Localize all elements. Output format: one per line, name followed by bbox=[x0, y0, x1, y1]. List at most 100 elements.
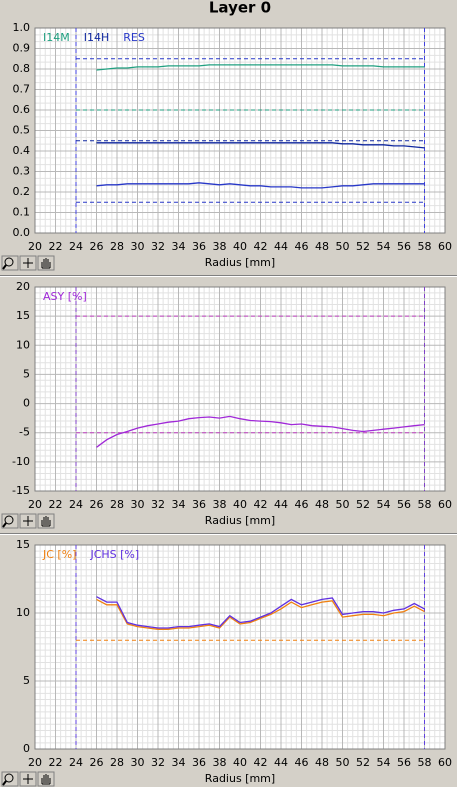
x-tick-label: 44 bbox=[274, 498, 288, 511]
y-tick-label: 0.9 bbox=[13, 42, 31, 55]
x-tick-label: 54 bbox=[377, 756, 391, 769]
x-tick-label: 56 bbox=[397, 498, 411, 511]
data-line bbox=[96, 598, 425, 630]
x-tick-label: 38 bbox=[213, 756, 227, 769]
x-tick-label: 22 bbox=[49, 240, 63, 253]
x-tick-label: 58 bbox=[418, 756, 432, 769]
x-tick-label: 50 bbox=[336, 498, 350, 511]
y-tick-label: 1.0 bbox=[13, 21, 31, 34]
x-tick-label: 26 bbox=[90, 240, 104, 253]
y-tick-label: 0 bbox=[23, 742, 30, 755]
x-tick-label: 40 bbox=[233, 756, 247, 769]
x-tick-label: 36 bbox=[192, 498, 206, 511]
x-tick-label: 22 bbox=[49, 756, 63, 769]
plot-border bbox=[34, 286, 446, 492]
x-tick-label: 34 bbox=[172, 756, 186, 769]
x-tick-label: 50 bbox=[336, 756, 350, 769]
plot-border bbox=[34, 544, 446, 750]
x-tick-label: 60 bbox=[438, 756, 452, 769]
x-tick-label: 22 bbox=[49, 498, 63, 511]
y-tick-label: 0.0 bbox=[13, 226, 31, 239]
x-tick-label: 34 bbox=[172, 240, 186, 253]
x-tick-label: 50 bbox=[336, 240, 350, 253]
zoom-button[interactable] bbox=[1, 255, 19, 271]
x-tick-label: 28 bbox=[110, 498, 124, 511]
x-tick-label: 56 bbox=[397, 240, 411, 253]
x-tick-label: 48 bbox=[315, 240, 329, 253]
x-tick-label: 24 bbox=[69, 498, 83, 511]
y-tick-label: 0.2 bbox=[13, 185, 31, 198]
data-line bbox=[96, 596, 425, 629]
icon bbox=[4, 515, 14, 525]
data-line bbox=[96, 142, 425, 149]
crosshair-button[interactable] bbox=[19, 513, 37, 529]
icon bbox=[2, 264, 7, 270]
x-tick-label: 30 bbox=[131, 498, 145, 511]
y-tick-label: 15 bbox=[16, 538, 30, 551]
y-tick-label: 0.3 bbox=[13, 165, 31, 178]
x-tick-label: 26 bbox=[90, 498, 104, 511]
window-title: Layer 0 bbox=[209, 0, 271, 17]
x-tick-label: 40 bbox=[233, 240, 247, 253]
x-tick-label: 40 bbox=[233, 498, 247, 511]
legend-label: I14H bbox=[84, 31, 110, 44]
x-tick-label: 46 bbox=[295, 240, 309, 253]
x-tick-label: 28 bbox=[110, 756, 124, 769]
crosshair-button[interactable] bbox=[19, 255, 37, 271]
icon bbox=[4, 773, 14, 783]
y-tick-label: -10 bbox=[12, 455, 30, 468]
pan-button[interactable] bbox=[37, 513, 55, 529]
x-tick-label: 34 bbox=[172, 498, 186, 511]
x-tick-label: 20 bbox=[28, 498, 42, 511]
x-tick-label: 30 bbox=[131, 240, 145, 253]
pan-button[interactable] bbox=[37, 771, 55, 787]
x-tick-label: 24 bbox=[69, 756, 83, 769]
x-tick-label: 48 bbox=[315, 756, 329, 769]
icon bbox=[2, 780, 7, 786]
x-tick-label: 52 bbox=[356, 498, 370, 511]
x-tick-label: 46 bbox=[295, 756, 309, 769]
x-axis-label: Radius [mm] bbox=[205, 256, 275, 269]
icon bbox=[41, 516, 51, 527]
y-tick-label: 0.4 bbox=[13, 144, 31, 157]
zoom-button[interactable] bbox=[1, 771, 19, 787]
pan-button[interactable] bbox=[37, 255, 55, 271]
data-line bbox=[96, 415, 425, 448]
y-tick-label: 10 bbox=[16, 338, 30, 351]
x-tick-label: 38 bbox=[213, 498, 227, 511]
crosshair-button[interactable] bbox=[19, 771, 37, 787]
x-tick-label: 42 bbox=[254, 756, 268, 769]
legend-label: JC [%] bbox=[42, 548, 76, 561]
icon bbox=[4, 257, 14, 267]
x-tick-label: 54 bbox=[377, 240, 391, 253]
y-tick-label: 0.1 bbox=[13, 206, 31, 219]
y-tick-label: 0 bbox=[23, 397, 30, 410]
x-tick-label: 54 bbox=[377, 498, 391, 511]
y-tick-label: -5 bbox=[19, 426, 30, 439]
icon bbox=[41, 774, 51, 785]
x-tick-label: 28 bbox=[110, 240, 124, 253]
y-tick-label: 0.5 bbox=[13, 124, 31, 137]
legend-label: RES bbox=[123, 31, 145, 44]
y-tick-label: 15 bbox=[16, 309, 30, 322]
x-axis-label: Radius [mm] bbox=[205, 772, 275, 785]
x-tick-label: 38 bbox=[213, 240, 227, 253]
y-tick-label: 20 bbox=[16, 280, 30, 293]
x-tick-label: 52 bbox=[356, 756, 370, 769]
x-tick-label: 42 bbox=[254, 240, 268, 253]
y-tick-label: 10 bbox=[16, 606, 30, 619]
zoom-button[interactable] bbox=[1, 513, 19, 529]
x-tick-label: 52 bbox=[356, 240, 370, 253]
x-tick-label: 44 bbox=[274, 240, 288, 253]
legend-label: I14M bbox=[43, 31, 70, 44]
x-tick-label: 32 bbox=[151, 498, 165, 511]
x-tick-label: 58 bbox=[418, 240, 432, 253]
y-tick-label: 0.8 bbox=[13, 62, 31, 75]
x-tick-label: 56 bbox=[397, 756, 411, 769]
x-tick-label: 24 bbox=[69, 240, 83, 253]
x-tick-label: 42 bbox=[254, 498, 268, 511]
x-tick-label: 20 bbox=[28, 756, 42, 769]
x-tick-label: 36 bbox=[192, 240, 206, 253]
x-tick-label: 60 bbox=[438, 498, 452, 511]
